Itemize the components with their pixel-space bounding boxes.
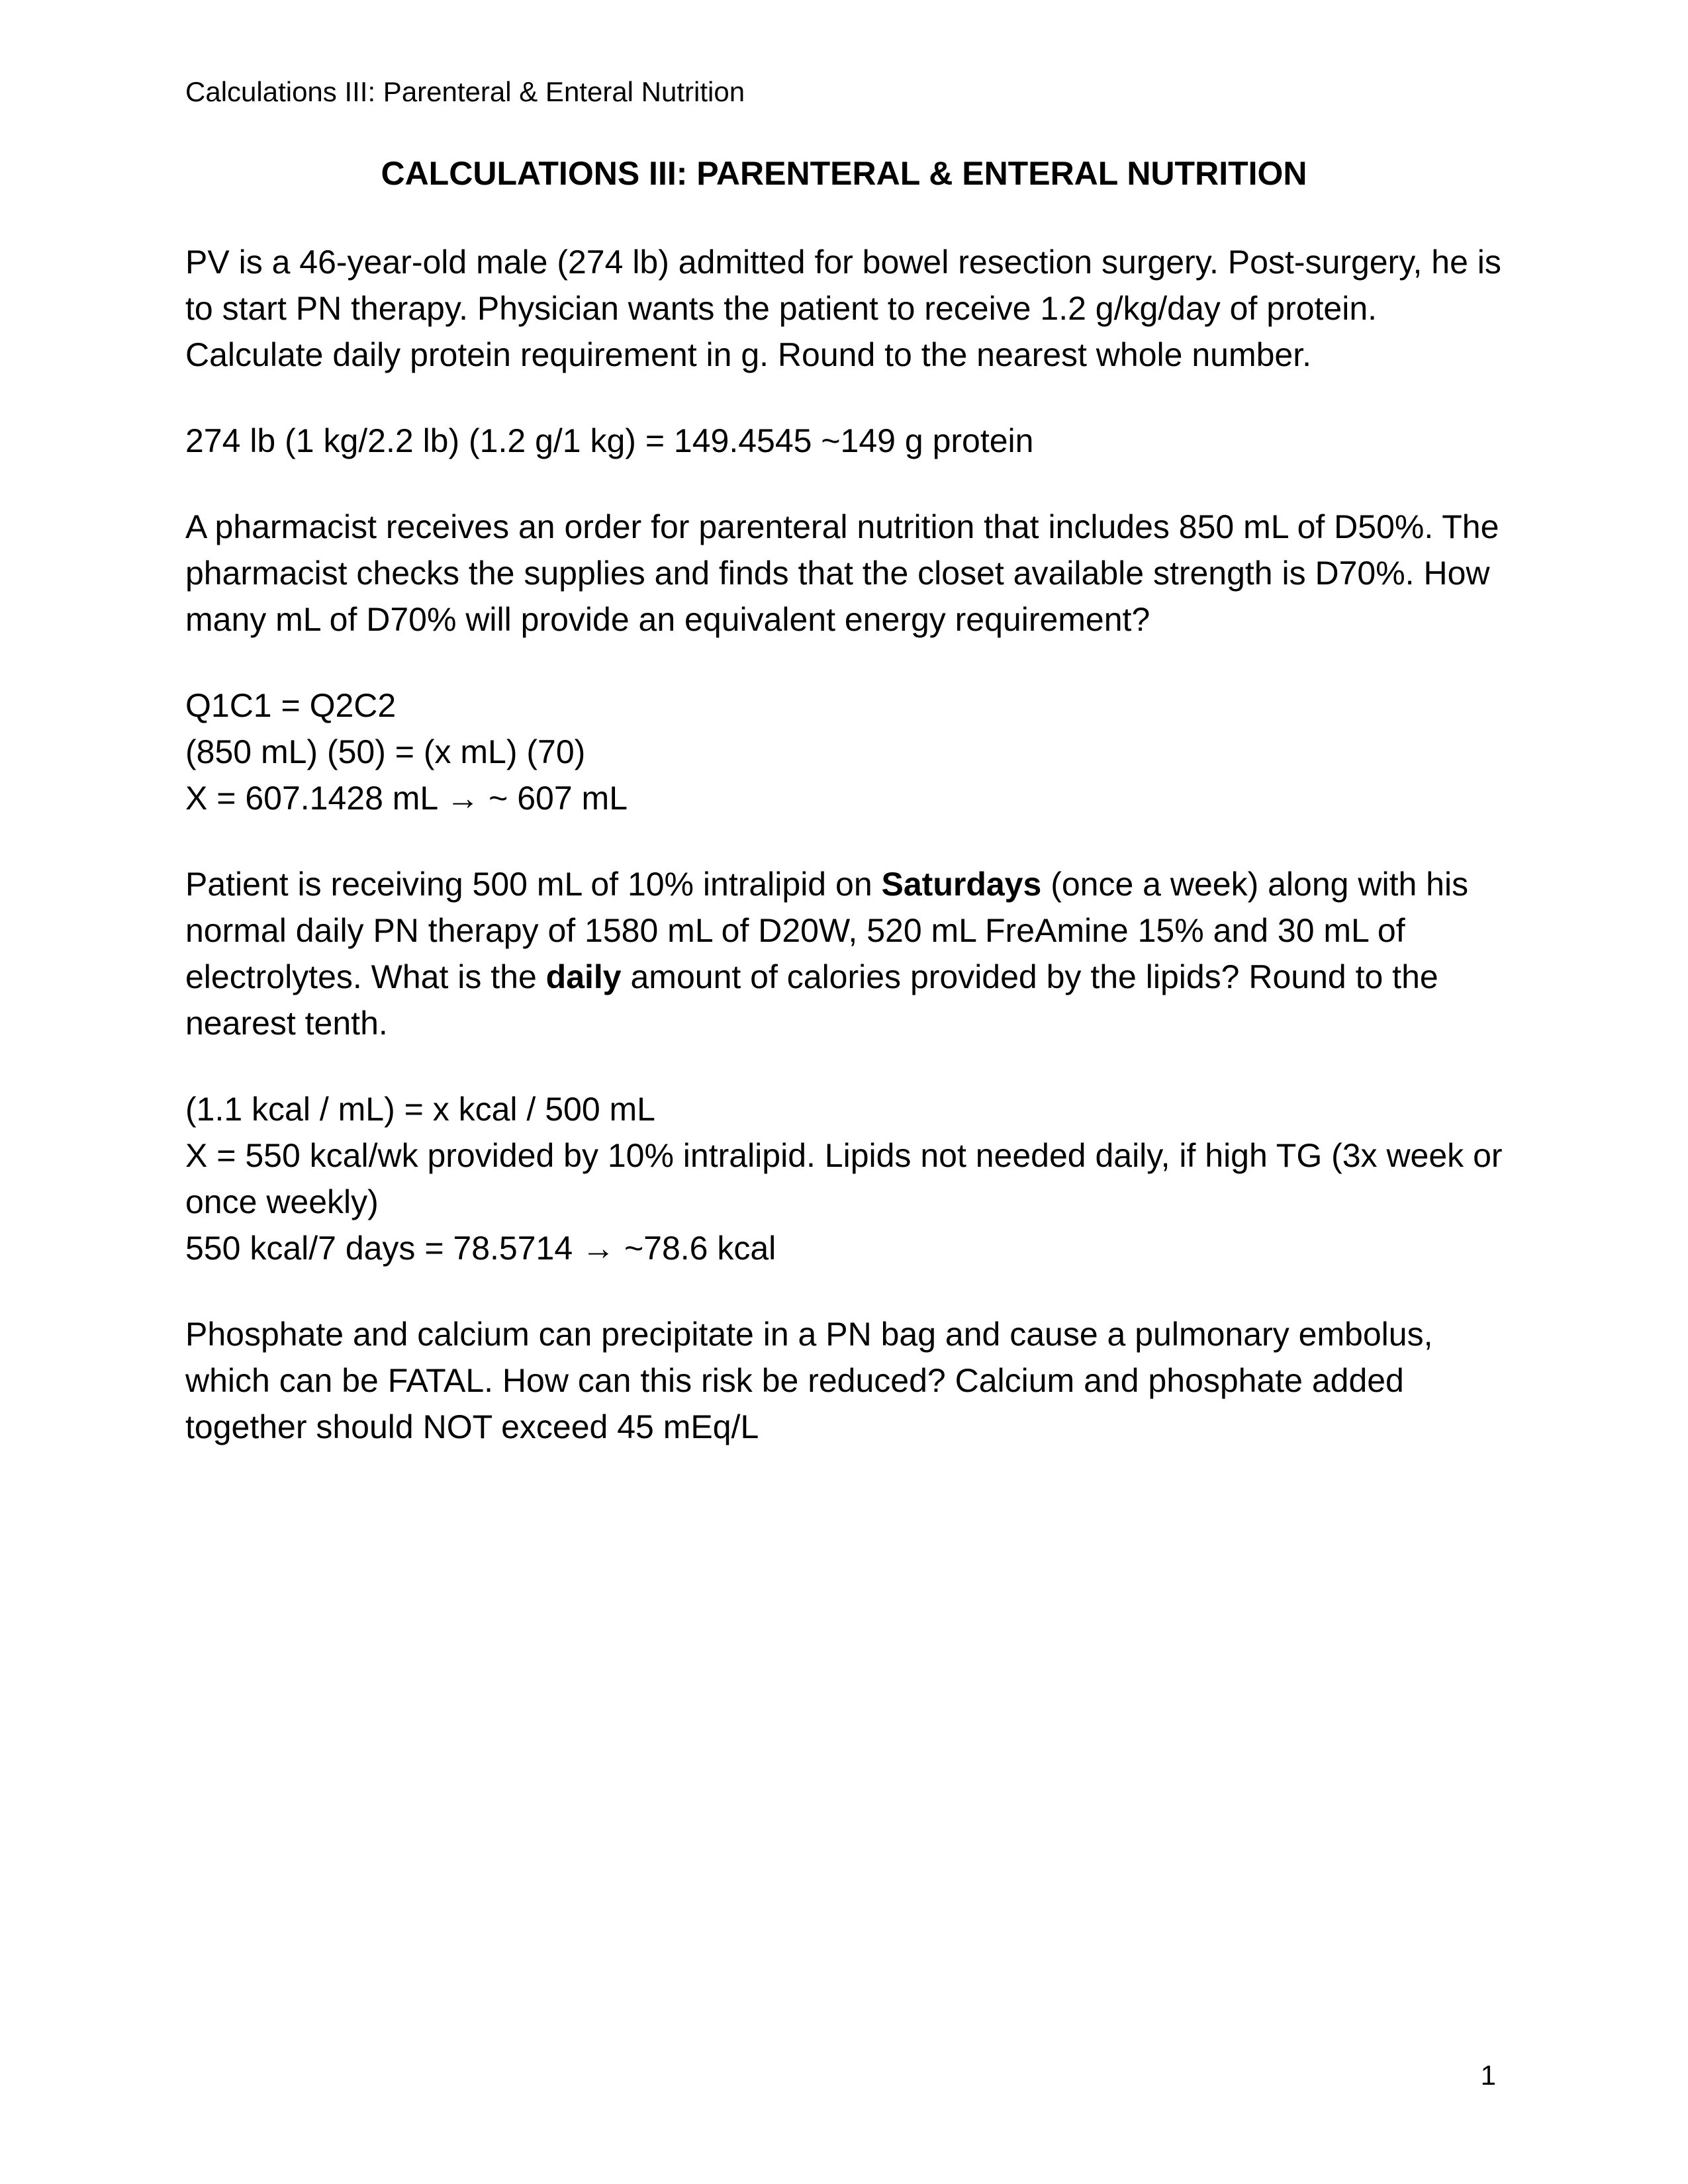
calc-line: X = 550 kcal/wk provided by 10% intralip… (185, 1132, 1503, 1225)
calc-line: 550 kcal/7 days = 78.5714 → ~78.6 kcal (185, 1225, 1503, 1271)
page-number: 1 (1481, 2060, 1496, 2091)
document-title: CALCULATIONS III: PARENTERAL & ENTERAL N… (185, 154, 1503, 193)
bold-text: Saturdays (882, 866, 1042, 903)
calc-line: Q1C1 = Q2C2 (185, 682, 1503, 729)
question-1-calculation: 274 lb (1 kg/2.2 lb) (1.2 g/1 kg) = 149.… (185, 418, 1503, 464)
text-segment: Patient is receiving 500 mL of 10% intra… (185, 866, 882, 903)
question-2-calculation: Q1C1 = Q2C2 (850 mL) (50) = (x mL) (70) … (185, 682, 1503, 821)
question-3-prompt: Patient is receiving 500 mL of 10% intra… (185, 861, 1503, 1046)
question-4-prompt: Phosphate and calcium can precipitate in… (185, 1311, 1503, 1450)
question-2-prompt: A pharmacist receives an order for paren… (185, 504, 1503, 643)
page-header: Calculations III: Parenteral & Enteral N… (185, 76, 1503, 108)
calc-line: X = 607.1428 mL → ~ 607 mL (185, 775, 1503, 821)
question-1-prompt: PV is a 46-year-old male (274 lb) admitt… (185, 239, 1503, 378)
calc-line: (1.1 kcal / mL) = x kcal / 500 mL (185, 1086, 1503, 1132)
bold-text: daily (546, 958, 622, 995)
question-3-calculation: (1.1 kcal / mL) = x kcal / 500 mL X = 55… (185, 1086, 1503, 1271)
calc-line: (850 mL) (50) = (x mL) (70) (185, 729, 1503, 775)
